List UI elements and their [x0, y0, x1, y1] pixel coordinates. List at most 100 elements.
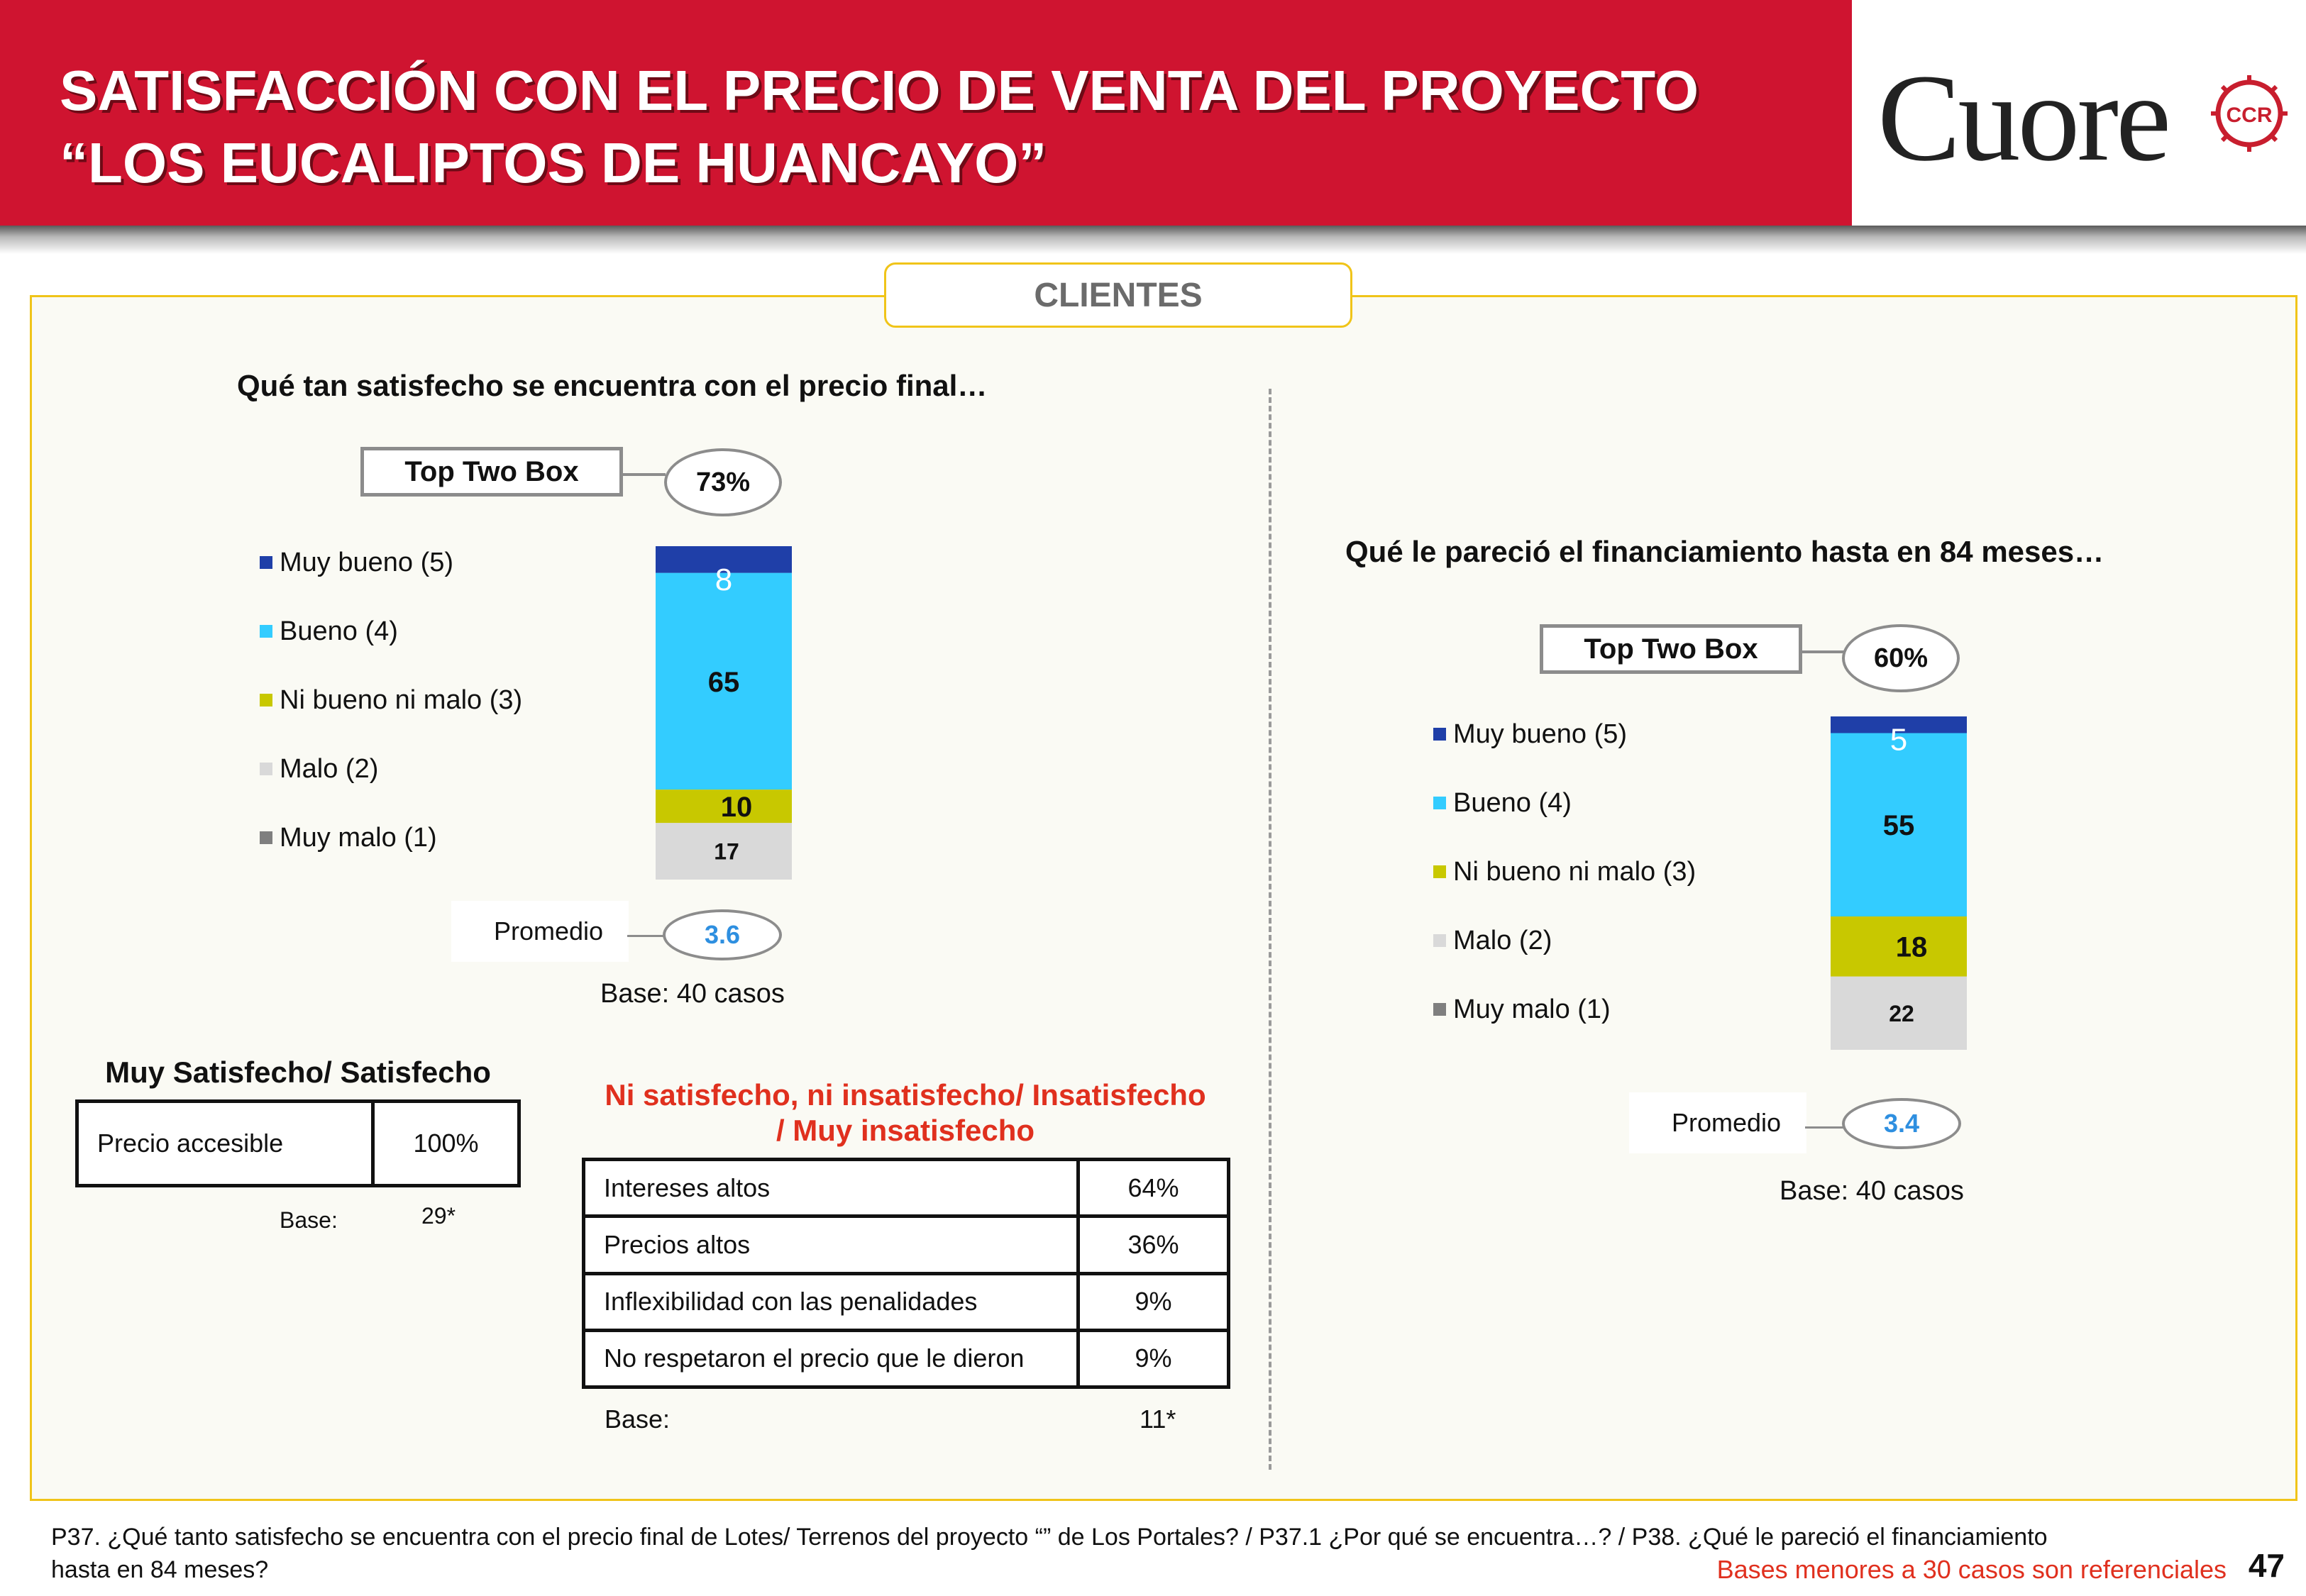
reason-cell: Precios altos	[582, 1214, 1080, 1275]
legend-swatch	[260, 694, 272, 706]
legend-swatch	[260, 831, 272, 844]
legend-item-malo: Malo (2)	[1433, 923, 1696, 958]
legend-label: Muy malo (1)	[1453, 994, 1611, 1024]
left-top-two-box-connector	[623, 473, 666, 476]
footnote-line-1: P37. ¿Qué tanto satisfecho se encuentra …	[51, 1524, 2048, 1551]
panel-divider	[1269, 389, 1271, 1470]
bar-segment-malo-2	[656, 823, 792, 880]
footnote-line-2: hasta en 84 meses?	[51, 1556, 269, 1583]
value-cell: 9%	[1076, 1271, 1230, 1332]
data-label: 65	[708, 667, 740, 698]
right-question: Qué le pareció el financiamiento hasta e…	[1345, 535, 2104, 568]
section-tab: CLIENTES	[884, 262, 1352, 328]
satisfied-base-label: Base:	[280, 1207, 338, 1233]
data-label: 17	[714, 839, 739, 865]
bases-warning-note: Bases menores a 30 casos son referencial…	[1716, 1555, 2227, 1584]
bar-segment-muy-bueno-5	[656, 546, 792, 573]
right-base: Base: 40 casos	[1780, 1176, 1964, 1206]
data-label: 22	[1889, 1001, 1914, 1026]
legend-item-bueno: Bueno (4)	[260, 614, 522, 649]
value-cell: 64%	[1076, 1157, 1230, 1219]
page-title-line-1: SATISFACCIÓN CON EL PRECIO DE VENTA DEL …	[60, 59, 1699, 122]
satisfied-table-title: Muy Satisfecho/ Satisfecho	[105, 1055, 491, 1089]
legend-swatch	[260, 763, 272, 775]
dissatisfied-base-value: 11*	[1140, 1404, 1176, 1434]
footnote: P37. ¿Qué tanto satisfecho se encuentra …	[51, 1521, 2222, 1586]
value-cell: 9%	[1076, 1328, 1230, 1390]
legend-label: Muy bueno (5)	[280, 547, 454, 577]
logo: Cuore	[1877, 49, 2171, 187]
reason-cell: Intereses altos	[582, 1157, 1080, 1219]
legend-label: Ni bueno ni malo (3)	[280, 685, 523, 715]
logo-seal-icon: CCR	[2211, 75, 2288, 152]
satisfied-table: Precio accesible 100%	[75, 1099, 521, 1187]
data-label: 55	[1883, 810, 1915, 841]
left-promedio-value: 3.6	[663, 909, 782, 960]
table-row: Intereses altos 64%	[582, 1157, 1230, 1219]
dissatisfied-table-title-line-1: Ni satisfecho, ni insatisfecho/ Insatisf…	[605, 1078, 1206, 1112]
legend-item-malo: Malo (2)	[260, 751, 522, 787]
dissatisfied-table: Intereses altos 64% Precios altos 36% In…	[582, 1157, 1230, 1390]
legend-swatch	[1433, 934, 1446, 947]
left-stacked-bar-chart: 17 10 65 8	[656, 546, 792, 880]
table-row: Inflexibilidad con las penalidades 9%	[582, 1271, 1230, 1332]
legend-swatch	[1433, 797, 1446, 809]
legend-swatch	[1433, 865, 1446, 878]
data-label: 5	[1890, 723, 1907, 758]
legend-item-muy-bueno: Muy bueno (5)	[260, 545, 522, 580]
reason-cell: Inflexibilidad con las penalidades	[582, 1271, 1080, 1332]
table-row: Precio accesible 100%	[75, 1099, 521, 1187]
legend-swatch	[1433, 728, 1446, 741]
reason-cell: Precio accesible	[75, 1099, 375, 1187]
legend-label: Bueno (4)	[280, 616, 398, 646]
left-promedio-connector	[627, 935, 664, 937]
legend-label: Muy bueno (5)	[1453, 719, 1628, 749]
bar-segment-bueno-4	[1831, 733, 1967, 916]
legend-item-ni-bueno: Ni bueno ni malo (3)	[260, 682, 522, 718]
legend-label: Malo (2)	[1453, 925, 1552, 955]
legend-item-ni-bueno: Ni bueno ni malo (3)	[1433, 854, 1696, 890]
bar-segment-bueno-4	[656, 572, 792, 790]
left-top-two-box-label: Top Two Box	[360, 447, 623, 497]
data-label: 18	[1896, 932, 1928, 963]
right-legend: Muy bueno (5) Bueno (4) Ni bueno ni malo…	[1433, 716, 1696, 1027]
legend-item-muy-malo: Muy malo (1)	[1433, 992, 1696, 1027]
right-promedio-connector	[1805, 1126, 1843, 1129]
header-shadow	[0, 226, 2306, 254]
bar-segment-muy-bueno-5	[1831, 716, 1967, 733]
right-top-two-box-value: 60%	[1842, 624, 1960, 692]
satisfied-base-value: 29*	[421, 1203, 456, 1229]
dissatisfied-table-title-line-2: / Muy insatisfecho	[776, 1114, 1035, 1147]
table-row: No respetaron el precio que le dieron 9%	[582, 1328, 1230, 1390]
logo-seal-text: CCR	[2227, 104, 2273, 127]
legend-label: Malo (2)	[280, 753, 379, 784]
page-number: 47	[2248, 1547, 2285, 1584]
legend-swatch	[260, 625, 272, 638]
dissatisfied-base-label: Base:	[605, 1404, 671, 1434]
legend-label: Muy malo (1)	[280, 822, 437, 853]
bar-segment-ni-bueno-ni-malo-3	[1831, 916, 1967, 977]
bar-segment-malo-2	[1831, 976, 1967, 1050]
right-top-two-box-connector	[1802, 650, 1845, 653]
data-label: 8	[715, 563, 732, 597]
left-promedio-label: Promedio	[451, 901, 629, 962]
right-promedio-value: 3.4	[1842, 1098, 1961, 1149]
header-band	[0, 0, 1852, 226]
bar-segment-ni-bueno-ni-malo-3	[656, 789, 792, 824]
page-title-line-2: “LOS EUCALIPTOS DE HUANCAYO”	[60, 131, 1047, 194]
legend-label: Ni bueno ni malo (3)	[1453, 856, 1697, 887]
legend-item-muy-malo: Muy malo (1)	[260, 820, 522, 855]
legend-item-bueno: Bueno (4)	[1433, 785, 1696, 821]
value-cell: 36%	[1076, 1214, 1230, 1275]
reason-cell: No respetaron el precio que le dieron	[582, 1328, 1080, 1390]
legend-swatch	[260, 556, 272, 569]
table-row: Precios altos 36%	[582, 1214, 1230, 1275]
value-cell: 100%	[371, 1099, 521, 1187]
right-top-two-box-label: Top Two Box	[1540, 624, 1802, 674]
left-question: Qué tan satisfecho se encuentra con el p…	[237, 369, 988, 402]
left-top-two-box-value: 73%	[664, 448, 782, 516]
left-legend: Muy bueno (5) Bueno (4) Ni bueno ni malo…	[260, 545, 522, 855]
data-label: 10	[721, 792, 753, 823]
legend-item-muy-bueno: Muy bueno (5)	[1433, 716, 1696, 752]
